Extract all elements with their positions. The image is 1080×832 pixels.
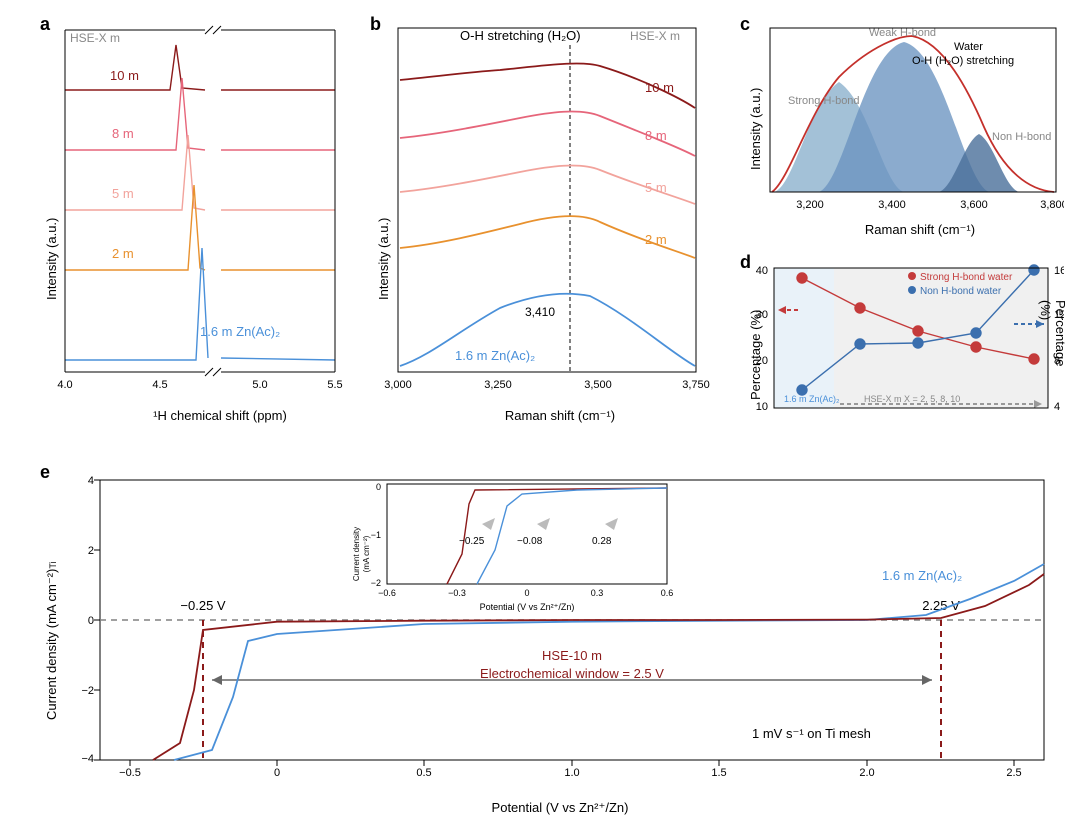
svg-text:1.6 m Zn(Ac)₂: 1.6 m Zn(Ac)₂ xyxy=(455,348,535,363)
svg-text:1.6 m Zn(Ac)₂: 1.6 m Zn(Ac)₂ xyxy=(200,324,280,339)
svg-text:3,000: 3,000 xyxy=(384,379,412,391)
svg-text:2: 2 xyxy=(88,545,94,557)
panel-label-e: e xyxy=(40,462,50,483)
svg-text:0: 0 xyxy=(524,588,529,598)
svg-text:2.5: 2.5 xyxy=(1006,767,1021,779)
svg-text:Potential (V vs Zn²⁺/Zn): Potential (V vs Zn²⁺/Zn) xyxy=(480,602,575,612)
svg-text:5.5: 5.5 xyxy=(327,379,342,391)
svg-text:0.5: 0.5 xyxy=(416,767,431,779)
svg-text:−0.25 V: −0.25 V xyxy=(180,598,226,613)
svg-text:1 mV s⁻¹ on Ti mesh: 1 mV s⁻¹ on Ti mesh xyxy=(752,726,871,741)
svg-text:(mA cm⁻²): (mA cm⁻²) xyxy=(362,535,371,572)
svg-text:0.3: 0.3 xyxy=(591,588,604,598)
panel-b-chart: O-H stretching (H₂O) HSE-X m 3,410 10 m … xyxy=(380,20,710,420)
svg-text:Electrochemical window = 2.5 V: Electrochemical window = 2.5 V xyxy=(480,666,664,681)
svg-text:40: 40 xyxy=(756,265,768,277)
svg-text:1.5: 1.5 xyxy=(711,767,726,779)
svg-text:0: 0 xyxy=(274,767,280,779)
svg-text:2.0: 2.0 xyxy=(859,767,874,779)
svg-text:5 m: 5 m xyxy=(645,180,667,195)
svg-text:3,200: 3,200 xyxy=(796,199,824,211)
svg-text:3,800: 3,800 xyxy=(1040,199,1064,211)
svg-text:8 m: 8 m xyxy=(645,128,667,143)
svg-text:−0.08: −0.08 xyxy=(517,536,543,547)
svg-text:−0.5: −0.5 xyxy=(119,767,141,779)
svg-text:−4: −4 xyxy=(81,753,94,765)
svg-text:0.6: 0.6 xyxy=(661,588,674,598)
svg-text:−0.25: −0.25 xyxy=(459,536,485,547)
svg-text:HSE-X m X = 2, 5, 8, 10: HSE-X m X = 2, 5, 8, 10 xyxy=(864,394,960,404)
svg-text:Water: Water xyxy=(954,41,983,53)
svg-text:HSE-10 m: HSE-10 m xyxy=(542,648,602,663)
svg-text:O-H (H₂O) stretching: O-H (H₂O) stretching xyxy=(912,55,1014,67)
svg-text:4.5: 4.5 xyxy=(152,379,167,391)
svg-text:0: 0 xyxy=(88,615,94,627)
svg-text:3,500: 3,500 xyxy=(584,379,612,391)
svg-text:Strong H-bond: Strong H-bond xyxy=(788,95,860,107)
panel-a-ylabel: Intensity (a.u.) xyxy=(44,218,59,300)
svg-text:3,600: 3,600 xyxy=(960,199,988,211)
panel-c-xlabel: Raman shift (cm⁻¹) xyxy=(820,222,1020,238)
svg-text:3,400: 3,400 xyxy=(878,199,906,211)
panel-b-title-black: O-H stretching (H₂O) xyxy=(460,28,581,43)
svg-text:1.6 m Zn(Ac)₂: 1.6 m Zn(Ac)₂ xyxy=(882,568,962,583)
svg-text:−0.3: −0.3 xyxy=(448,588,466,598)
panel-e-xlabel: Potential (V vs Zn²⁺/Zn) xyxy=(430,800,690,816)
svg-text:16: 16 xyxy=(1054,265,1064,277)
panel-b-ylabel: Intensity (a.u.) xyxy=(376,218,391,300)
svg-text:−2: −2 xyxy=(371,578,381,588)
panel-d-chart: Strong H-bond water Non H-bond water 10 … xyxy=(754,260,1064,440)
svg-text:Strong H-bond water: Strong H-bond water xyxy=(920,272,1013,283)
panel-e-chart: −0.25 V 2.25 V HSE-10 m Electrochemical … xyxy=(52,470,1062,820)
panel-label-d: d xyxy=(740,252,751,273)
panel-label-a: a xyxy=(40,14,50,35)
svg-text:10: 10 xyxy=(756,401,768,413)
svg-text:−0.6: −0.6 xyxy=(378,588,396,598)
svg-text:0.28: 0.28 xyxy=(592,536,612,547)
svg-text:5.0: 5.0 xyxy=(252,379,267,391)
svg-text:−2: −2 xyxy=(81,685,94,697)
svg-text:Non H-bond water: Non H-bond water xyxy=(920,286,1002,297)
svg-text:4: 4 xyxy=(88,475,94,487)
panel-d-ylabel-right: Percentage (%) xyxy=(1038,300,1068,367)
svg-text:3,250: 3,250 xyxy=(484,379,512,391)
panel-e-ylabel: Current density (mA cm⁻²)Ti xyxy=(44,561,60,720)
svg-text:3,410: 3,410 xyxy=(525,305,555,319)
svg-text:1.0: 1.0 xyxy=(564,767,579,779)
panel-c-ylabel: Intensity (a.u.) xyxy=(748,88,763,170)
svg-text:10 m: 10 m xyxy=(110,68,139,83)
panel-a-title-gray: HSE-X m xyxy=(70,31,120,45)
panel-b-title-gray: HSE-X m xyxy=(630,29,680,43)
svg-text:4.0: 4.0 xyxy=(57,379,72,391)
panel-d-ylabel-left: Percentage (%) xyxy=(748,310,763,400)
panel-c-chart: Strong H-bond Weak H-bond Non H-bond Wat… xyxy=(754,22,1064,232)
svg-text:Non H-bond: Non H-bond xyxy=(992,131,1051,143)
panel-a-chart: HSE-X m 10 m 8 m 5 m 2 m 1.6 m Zn(Ac)₂ 4… xyxy=(50,20,350,420)
svg-text:1.6 m Zn(Ac)₂: 1.6 m Zn(Ac)₂ xyxy=(784,394,840,404)
svg-text:−1: −1 xyxy=(371,530,381,540)
svg-text:4: 4 xyxy=(1054,401,1060,413)
svg-text:0: 0 xyxy=(376,482,381,492)
panel-a-xlabel: ¹H chemical shift (ppm) xyxy=(120,408,320,423)
svg-text:8 m: 8 m xyxy=(112,126,134,141)
svg-text:5 m: 5 m xyxy=(112,186,134,201)
svg-text:2 m: 2 m xyxy=(112,246,134,261)
svg-text:10 m: 10 m xyxy=(645,80,674,95)
svg-text:Current density: Current density xyxy=(352,527,361,581)
svg-text:2 m: 2 m xyxy=(645,232,667,247)
panel-b-xlabel: Raman shift (cm⁻¹) xyxy=(460,408,660,424)
svg-text:Weak H-bond: Weak H-bond xyxy=(869,27,936,39)
panel-label-c: c xyxy=(740,14,750,35)
svg-text:3,750: 3,750 xyxy=(682,379,710,391)
